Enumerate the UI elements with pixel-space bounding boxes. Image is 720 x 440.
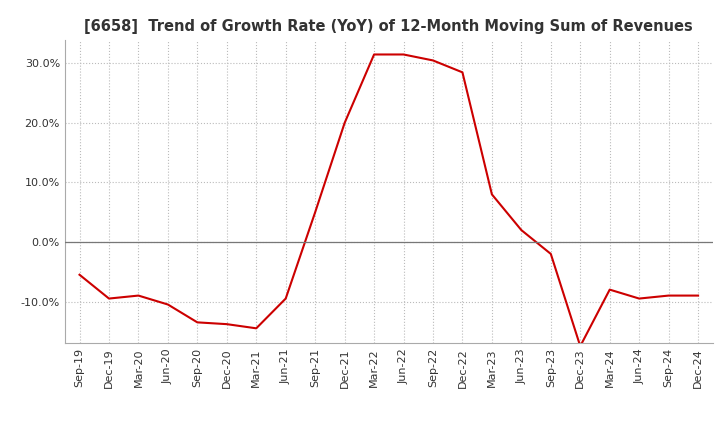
Title: [6658]  Trend of Growth Rate (YoY) of 12-Month Moving Sum of Revenues: [6658] Trend of Growth Rate (YoY) of 12-… — [84, 19, 693, 34]
